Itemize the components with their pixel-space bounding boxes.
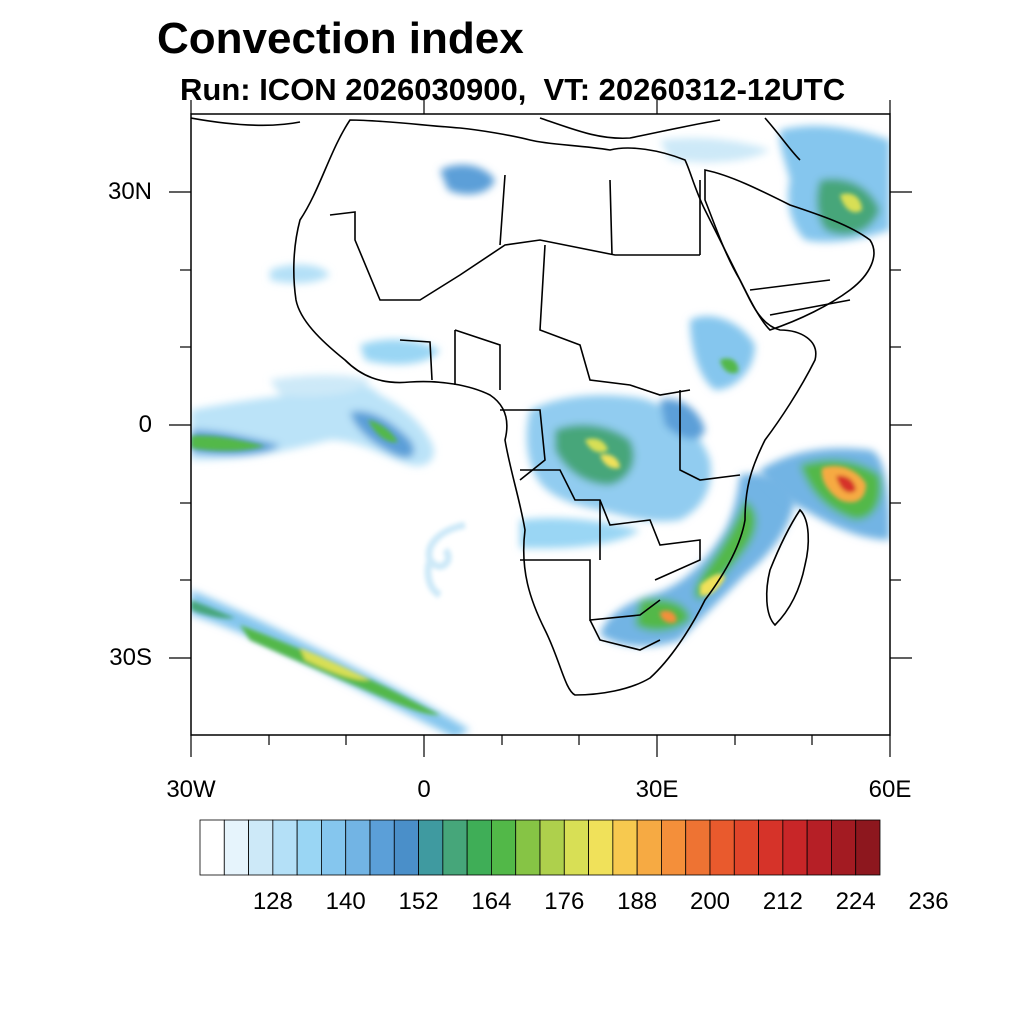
lon-label-30w: 30W [166,776,216,803]
chart-subtitle: Run: ICON 2026030900, VT: 20260312-12UTC [180,72,846,107]
colorbar-swatch [515,819,541,876]
colorbar-swatch [831,819,857,876]
lon-label-0: 0 [417,776,431,803]
colorbar-swatch [199,819,225,876]
colorbar-label: 188 [617,888,658,915]
colorbar-swatch [223,819,249,876]
colorbar-label: 152 [398,888,439,915]
colorbar-label: 140 [325,888,366,915]
colorbar-swatch [855,819,881,876]
colorbar-label: 200 [689,888,731,915]
colorbar-label: 128 [252,888,293,915]
colorbar-swatch [612,819,638,876]
lon-label-30e: 30E [635,776,679,803]
colorbar-swatch [345,819,371,876]
lat-label-30n: 30N [107,178,152,205]
colorbar-swatch [758,819,784,876]
colorbar-swatch [588,819,614,876]
colorbar-swatch [733,819,759,876]
lat-label-30s: 30S [109,644,152,671]
axis-ticks [169,100,912,757]
colorbar-swatch [636,819,662,876]
colorbar-swatch [782,819,808,876]
colorbar-swatch [806,819,832,876]
colorbar-label: 176 [544,888,585,915]
colorbar-label: 164 [471,888,512,915]
colorbar-swatch [369,819,395,876]
colorbar-swatch [272,819,298,876]
colorbar-swatch [296,819,322,876]
colorbar-swatch [491,819,517,876]
colorbar-swatch [321,819,347,876]
colorbar-swatch [563,819,589,876]
lat-label-0: 0 [138,411,152,438]
colorbar-swatch [442,819,468,876]
colorbar-swatch [661,819,687,876]
colorbar-swatch [539,819,565,876]
colorbar-swatch [709,819,735,876]
coastlines [191,117,875,696]
colorbar-label: 212 [762,888,803,915]
colorbar-label: 224 [835,888,876,915]
colorbar [199,819,881,876]
colorbar-swatch [418,819,444,876]
colorbar-label: 236 [908,888,949,915]
lon-label-60e: 60E [868,776,912,803]
colorbar-swatch [393,819,419,876]
colorbar-swatch [248,819,274,876]
convection-field [191,125,890,735]
chart-title: Convection index [157,14,524,63]
colorbar-swatch [685,819,711,876]
colorbar-swatch [466,819,492,876]
